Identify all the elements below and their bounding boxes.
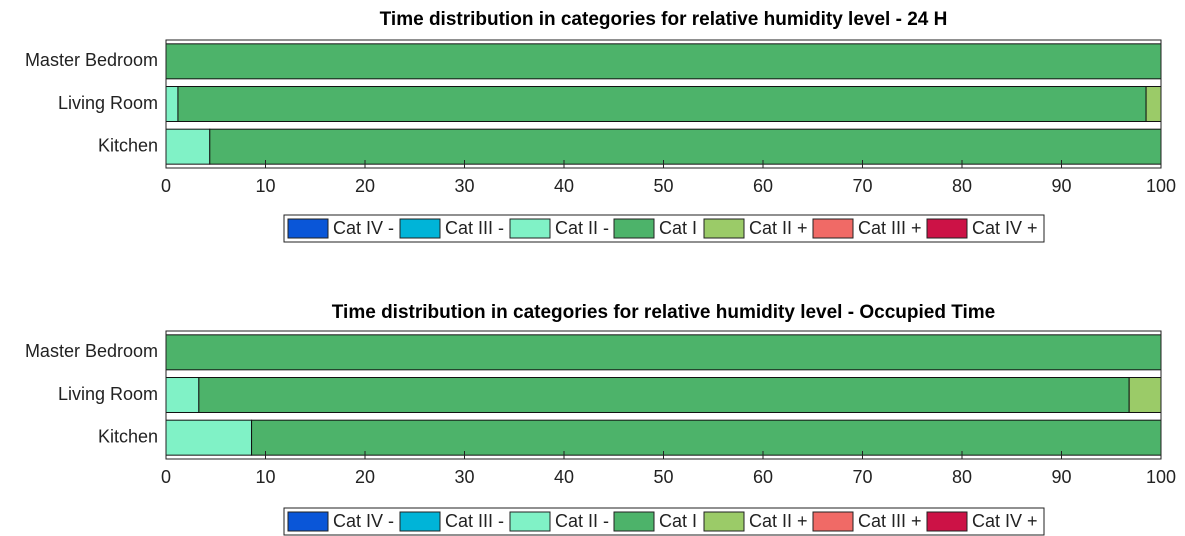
x-tick-label: 0 [161,176,171,196]
legend-label: Cat IV - [333,218,394,238]
bar-segment [165,377,200,413]
legend-swatch [399,511,441,532]
legend-swatch [926,511,968,532]
legend-swatch [509,218,551,239]
legend-swatch [812,511,854,532]
legend-label: Cat III + [858,511,922,531]
legend-label: Cat IV + [972,218,1038,238]
legend-swatch [926,218,968,239]
legend-label: Cat III - [445,218,504,238]
legend-swatch [399,218,441,239]
x-tick-label: 100 [1146,176,1176,196]
legend-swatch [613,511,655,532]
bar-segment [165,419,253,456]
y-tick-label: Kitchen [98,135,158,155]
bar-segment [165,43,1162,80]
chart-title: Time distribution in categories for rela… [380,9,948,30]
bar-segment [209,128,1162,165]
legend-label: Cat II + [749,511,808,531]
legend-label: Cat I [659,511,697,531]
y-tick-label: Master Bedroom [25,50,158,70]
legend-label: Cat I [659,218,697,238]
legend-swatch [287,218,329,239]
legend-label: Cat IV + [972,511,1038,531]
bar-segment [165,86,179,122]
bar-segment [165,128,211,165]
x-tick-label: 30 [454,467,474,487]
x-tick-label: 10 [255,176,275,196]
x-tick-label: 70 [852,176,872,196]
x-tick-label: 70 [852,467,872,487]
y-tick-label: Living Room [58,384,158,404]
x-tick-label: 20 [355,467,375,487]
bar-segment [251,419,1162,456]
chart-title: Time distribution in categories for rela… [332,302,995,323]
legend-label: Cat IV - [333,511,394,531]
bar-segment [165,334,1162,371]
x-tick-label: 80 [952,176,972,196]
x-tick-label: 50 [653,467,673,487]
x-tick-label: 10 [255,467,275,487]
x-tick-label: 90 [1051,467,1071,487]
y-tick-label: Living Room [58,93,158,113]
y-tick-label: Master Bedroom [25,341,158,361]
x-tick-label: 40 [554,176,574,196]
bar-segment [198,377,1130,413]
x-tick-label: 100 [1146,467,1176,487]
y-tick-label: Kitchen [98,426,158,446]
x-tick-label: 0 [161,467,171,487]
legend-swatch [703,218,745,239]
x-tick-label: 90 [1051,176,1071,196]
bar-segment [177,86,1147,122]
bar-segment [1145,86,1162,122]
legend-swatch [812,218,854,239]
x-tick-label: 20 [355,176,375,196]
bar-segment [1128,377,1162,413]
legend-swatch [509,511,551,532]
legend-label: Cat II - [555,218,609,238]
legend-swatch [703,511,745,532]
x-tick-label: 40 [554,467,574,487]
legend-swatch [613,218,655,239]
x-tick-label: 50 [653,176,673,196]
x-tick-label: 30 [454,176,474,196]
legend-swatch [287,511,329,532]
legend-label: Cat III - [445,511,504,531]
x-tick-label: 80 [952,467,972,487]
x-tick-label: 60 [753,176,773,196]
x-tick-label: 60 [753,467,773,487]
legend-label: Cat III + [858,218,922,238]
legend-label: Cat II + [749,218,808,238]
legend-label: Cat II - [555,511,609,531]
